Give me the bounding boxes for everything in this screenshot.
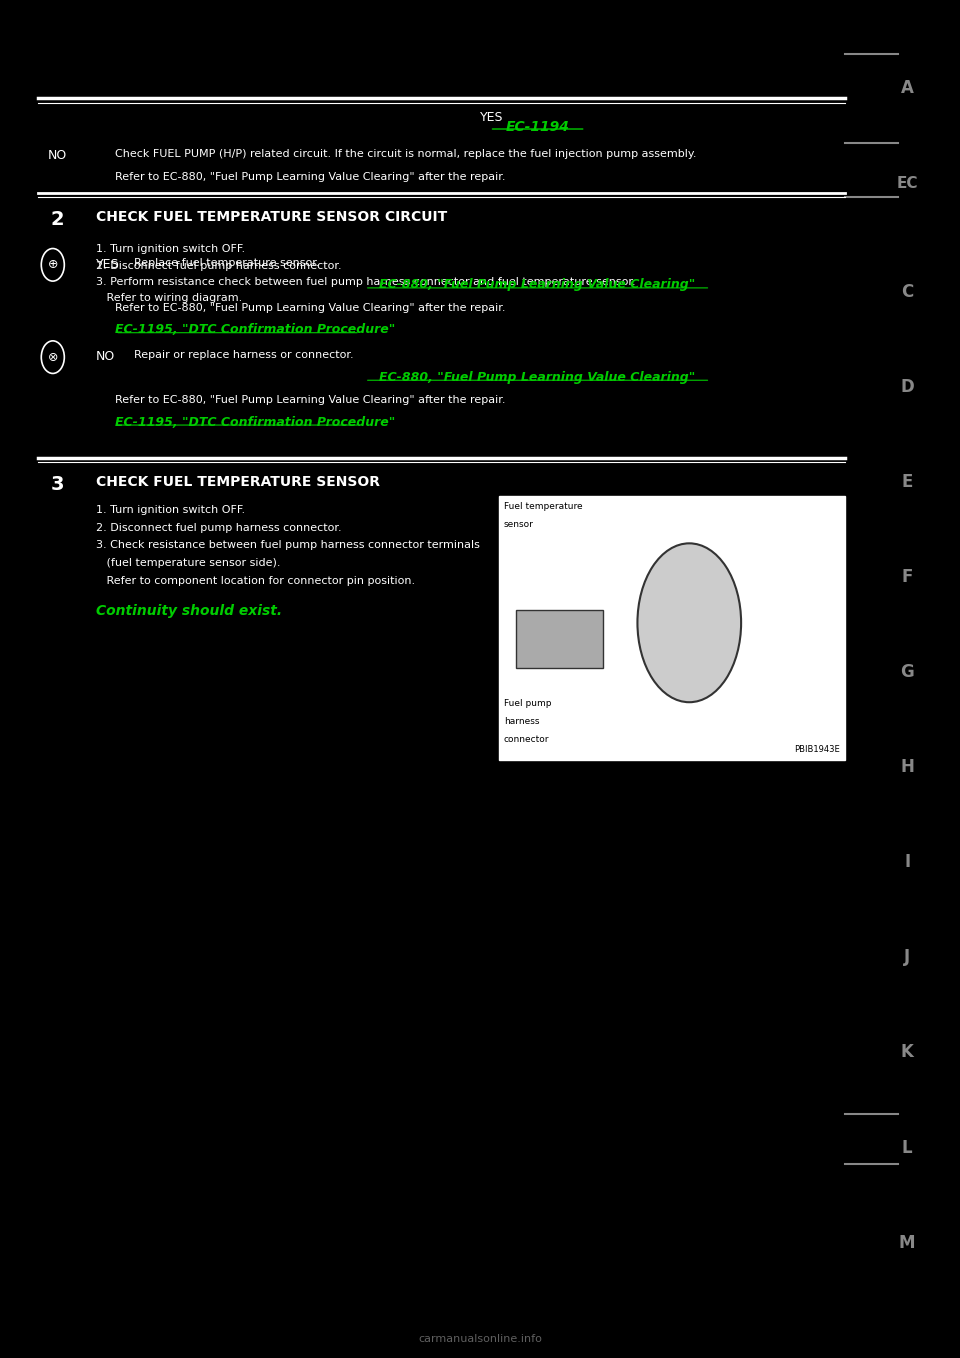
Text: 2. Disconnect fuel pump harness connector.: 2. Disconnect fuel pump harness connecto…	[96, 523, 342, 532]
Text: 1. Turn ignition switch OFF.: 1. Turn ignition switch OFF.	[96, 505, 245, 515]
Text: Refer to EC-880, "Fuel Pump Learning Value Clearing" after the repair.: Refer to EC-880, "Fuel Pump Learning Val…	[115, 303, 506, 312]
Text: Refer to wiring diagram.: Refer to wiring diagram.	[96, 293, 242, 303]
Text: NO: NO	[48, 149, 67, 163]
Bar	[516, 610, 603, 668]
Text: connector: connector	[504, 735, 549, 744]
Text: G: G	[900, 663, 914, 682]
Text: J: J	[904, 948, 910, 967]
Ellipse shape	[637, 543, 741, 702]
Text: M: M	[899, 1233, 916, 1252]
Text: EC-1195, "DTC Confirmation Procedure": EC-1195, "DTC Confirmation Procedure"	[115, 323, 396, 337]
Text: 3. Check resistance between fuel pump harness connector terminals: 3. Check resistance between fuel pump ha…	[96, 540, 480, 550]
Text: Fuel temperature: Fuel temperature	[504, 502, 583, 512]
Text: Refer to component location for connector pin position.: Refer to component location for connecto…	[96, 576, 415, 585]
Text: YES: YES	[96, 258, 119, 272]
Text: Refer to EC-880, "Fuel Pump Learning Value Clearing" after the repair.: Refer to EC-880, "Fuel Pump Learning Val…	[115, 172, 506, 182]
Text: (fuel temperature sensor side).: (fuel temperature sensor side).	[96, 558, 280, 568]
Text: 2. Disconnect fuel pump harness connector.: 2. Disconnect fuel pump harness connecto…	[96, 261, 342, 270]
Text: harness: harness	[504, 717, 540, 727]
Text: L: L	[901, 1138, 913, 1157]
Text: Refer to EC-880, "Fuel Pump Learning Value Clearing" after the repair.: Refer to EC-880, "Fuel Pump Learning Val…	[115, 395, 506, 405]
Text: C: C	[901, 282, 913, 301]
Text: E: E	[901, 473, 913, 492]
Text: CHECK FUEL TEMPERATURE SENSOR: CHECK FUEL TEMPERATURE SENSOR	[96, 475, 380, 489]
Text: 3. Perform resistance check between fuel pump harness connector and fuel tempera: 3. Perform resistance check between fuel…	[96, 277, 636, 287]
Text: sensor: sensor	[504, 520, 534, 530]
Text: 3: 3	[51, 475, 64, 494]
FancyBboxPatch shape	[499, 496, 845, 760]
Text: EC-1195, "DTC Confirmation Procedure": EC-1195, "DTC Confirmation Procedure"	[115, 416, 396, 429]
Text: CHECK FUEL TEMPERATURE SENSOR CIRCUIT: CHECK FUEL TEMPERATURE SENSOR CIRCUIT	[96, 210, 447, 224]
Text: PBIB1943E: PBIB1943E	[794, 744, 840, 754]
Text: Replace fuel temperature sensor.: Replace fuel temperature sensor.	[134, 258, 320, 268]
Text: D: D	[900, 378, 914, 397]
Text: I: I	[904, 853, 910, 872]
Text: Fuel pump: Fuel pump	[504, 699, 551, 709]
Text: EC-880, "Fuel Pump Learning Value Clearing": EC-880, "Fuel Pump Learning Value Cleari…	[379, 371, 696, 384]
Text: EC: EC	[897, 175, 918, 191]
Text: EC-880, "Fuel Pump Learning Value Clearing": EC-880, "Fuel Pump Learning Value Cleari…	[379, 278, 696, 292]
Text: 1. Turn ignition switch OFF.: 1. Turn ignition switch OFF.	[96, 244, 245, 254]
Text: H: H	[900, 758, 914, 777]
Text: YES: YES	[480, 111, 503, 125]
Text: Check FUEL PUMP (H/P) related circuit. If the circuit is normal, replace the fue: Check FUEL PUMP (H/P) related circuit. I…	[115, 149, 697, 159]
Text: Continuity should exist.: Continuity should exist.	[96, 604, 282, 618]
Text: NO: NO	[96, 350, 115, 364]
Text: F: F	[901, 568, 913, 587]
Text: 2: 2	[51, 210, 64, 230]
Text: A: A	[900, 79, 914, 98]
Text: ⊕: ⊕	[48, 258, 58, 272]
Text: carmanualsonline.info: carmanualsonline.info	[418, 1335, 542, 1344]
Text: EC-1194: EC-1194	[506, 120, 569, 133]
Text: ⊗: ⊗	[48, 350, 58, 364]
Text: K: K	[900, 1043, 914, 1062]
Text: Repair or replace harness or connector.: Repair or replace harness or connector.	[134, 350, 354, 360]
